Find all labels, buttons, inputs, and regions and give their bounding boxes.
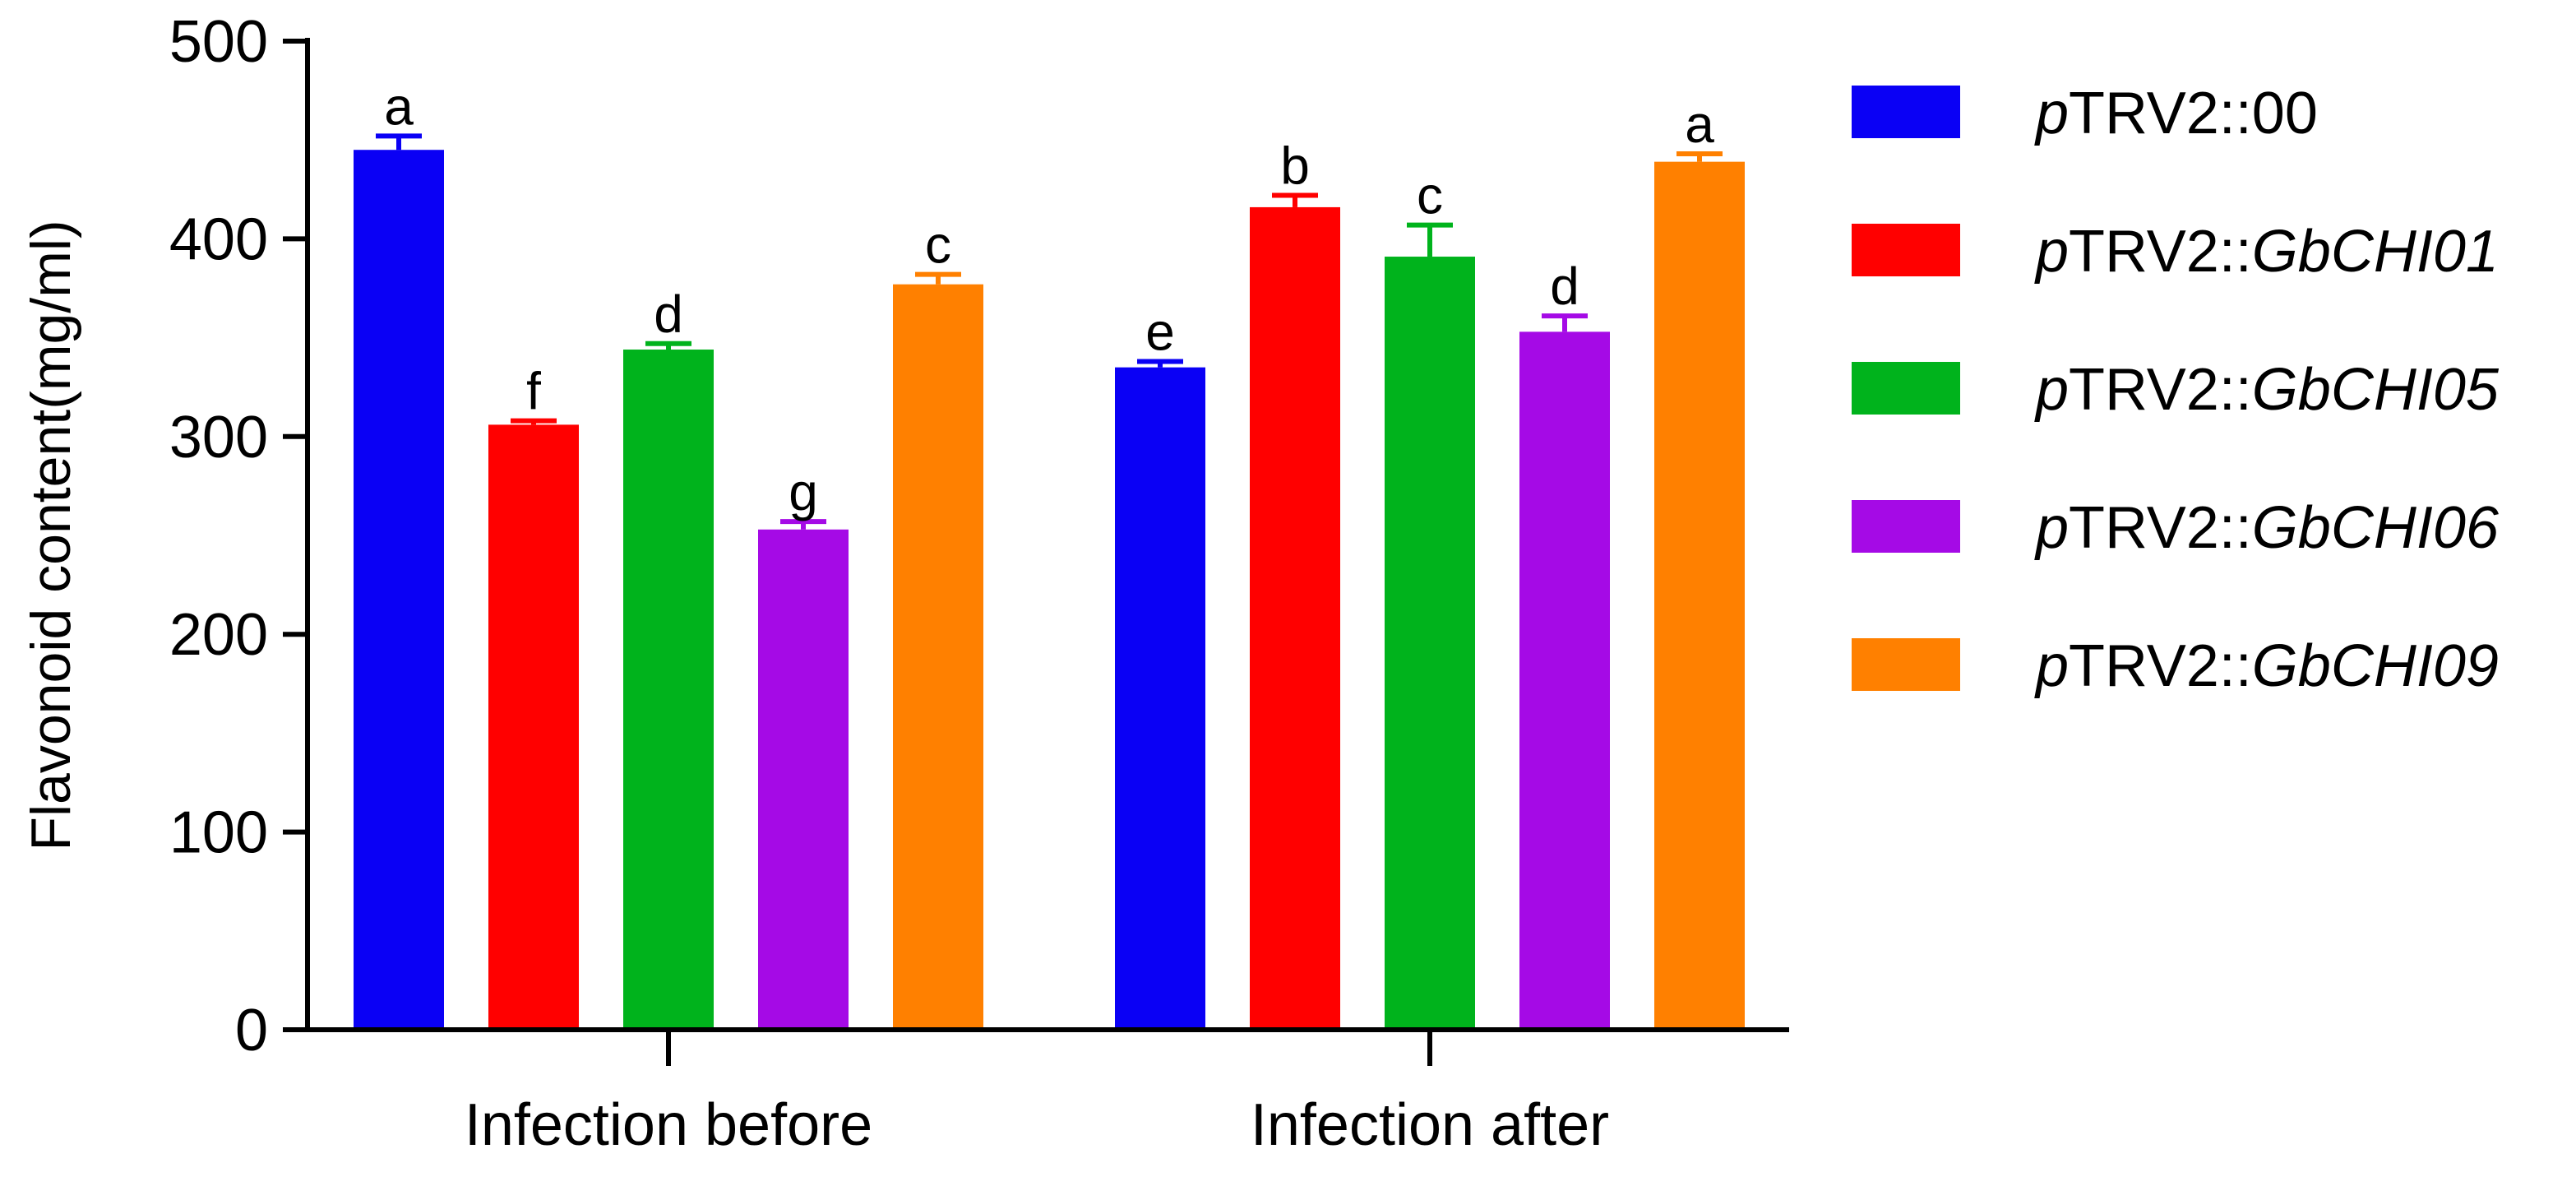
- legend-label-prefix: p: [2034, 633, 2069, 699]
- significance-letter: f: [526, 362, 541, 421]
- bar: [1115, 367, 1205, 1030]
- legend-label-prefix: p: [2034, 219, 2069, 285]
- y-tick-label: 100: [169, 800, 268, 866]
- legend-label-mid: TRV2::: [2069, 219, 2252, 285]
- legend-label: pTRV2::GbCHI01: [2034, 219, 2499, 285]
- legend-label-mid: TRV2::: [2069, 357, 2252, 423]
- legend-label-mid: TRV2::: [2069, 633, 2252, 699]
- bar: [1654, 161, 1745, 1030]
- bar: [1519, 331, 1610, 1030]
- legend-label: pTRV2::GbCHI09: [2034, 633, 2499, 699]
- significance-letters-layer: a f d g c e b c d a: [384, 76, 1714, 521]
- y-tick-label: 200: [169, 602, 268, 668]
- bar: [758, 529, 849, 1030]
- legend-swatch: [1852, 500, 1960, 553]
- significance-letter: b: [1280, 137, 1310, 196]
- legend-swatch: [1852, 362, 1960, 415]
- significance-letter: e: [1145, 302, 1175, 361]
- y-tick-label: 0: [235, 998, 268, 1063]
- legend-label-suffix: GbCHI05: [2252, 357, 2500, 423]
- legend-label: pTRV2::00: [2034, 81, 2318, 146]
- bars-layer: [354, 150, 1745, 1031]
- legend-label-suffix: GbCHI06: [2252, 495, 2500, 561]
- error-bars-layer: [376, 133, 1723, 530]
- legend-label-mid: TRV2::: [2069, 495, 2252, 561]
- y-axis-title: Flavonoid content(mg/ml): [20, 220, 82, 850]
- bar: [1385, 257, 1475, 1030]
- legend-label-suffix: GbCHI01: [2252, 219, 2499, 285]
- significance-letter: a: [384, 76, 414, 136]
- legend-label: pTRV2::GbCHI06: [2034, 495, 2500, 561]
- y-tick-label: 400: [169, 206, 268, 272]
- legend: pTRV2::00pTRV2::GbCHI01pTRV2::GbCHI05pTR…: [1852, 81, 2500, 699]
- significance-letter: d: [654, 285, 683, 344]
- legend-label-prefix: p: [2034, 495, 2069, 561]
- y-tick-label: 500: [169, 9, 268, 75]
- x-category-label: Infection before: [465, 1092, 872, 1158]
- legend-label-mid: TRV2::: [2069, 81, 2252, 146]
- legend-label: pTRV2::GbCHI05: [2034, 357, 2500, 423]
- bar: [488, 424, 579, 1030]
- bar: [623, 350, 714, 1030]
- significance-letter: d: [1550, 257, 1579, 316]
- legend-swatch: [1852, 86, 1960, 138]
- y-tick-label: 300: [169, 405, 268, 470]
- axes-layer: 0 100 200 300 400 500 Flavonoid content(mg/ml)…: [20, 9, 1789, 1158]
- legend-swatch: [1852, 224, 1960, 276]
- legend-label-suffix: 00: [2252, 81, 2318, 146]
- legend-label-suffix: GbCHI09: [2252, 633, 2499, 699]
- bar: [1250, 206, 1340, 1030]
- bar: [354, 150, 444, 1031]
- significance-letter: a: [1685, 95, 1714, 154]
- legend-label-prefix: p: [2034, 357, 2069, 423]
- legend-label-prefix: p: [2034, 81, 2069, 146]
- bar: [893, 284, 983, 1030]
- legend-swatch: [1852, 638, 1960, 691]
- significance-letter: c: [925, 215, 951, 275]
- significance-letter: c: [1417, 166, 1443, 225]
- x-category-label: Infection after: [1251, 1092, 1609, 1158]
- significance-letter: g: [789, 462, 818, 521]
